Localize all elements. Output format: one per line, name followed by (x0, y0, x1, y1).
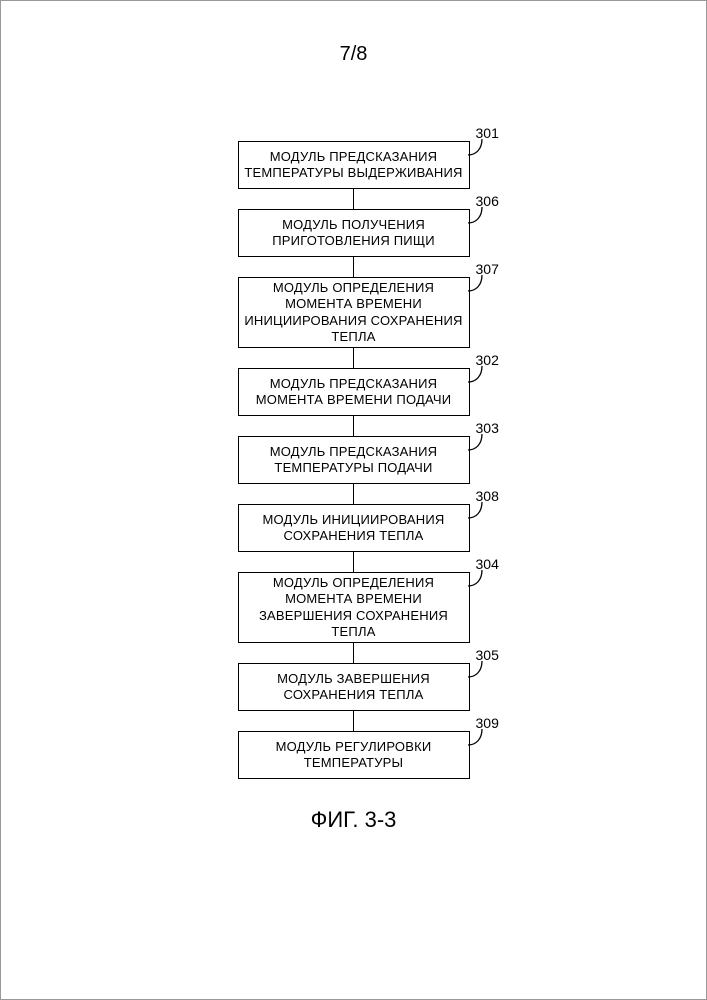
ref-label: 303 (476, 420, 499, 436)
flow-edge (353, 552, 355, 572)
ref-label: 308 (476, 488, 499, 504)
ref-label: 301 (476, 125, 499, 141)
flow-node-n302: МОДУЛЬ ПРЕДСКАЗАНИЯ МОМЕНТА ВРЕМЕНИ ПОДА… (238, 368, 470, 416)
flow-node-label: МОДУЛЬ ПРЕДСКАЗАНИЯ ТЕМПЕРАТУРЫ ВЫДЕРЖИВ… (243, 149, 465, 182)
flow-node-n301: МОДУЛЬ ПРЕДСКАЗАНИЯ ТЕМПЕРАТУРЫ ВЫДЕРЖИВ… (238, 141, 470, 189)
flow-node-n305: МОДУЛЬ ЗАВЕРШЕНИЯ СОХРАНЕНИЯ ТЕПЛА305 (238, 663, 470, 711)
ref-label: 305 (476, 647, 499, 663)
flow-node-box: МОДУЛЬ ЗАВЕРШЕНИЯ СОХРАНЕНИЯ ТЕПЛА (238, 663, 470, 711)
ref-label: 304 (476, 556, 499, 572)
flow-node-box: МОДУЛЬ ОПРЕДЕЛЕНИЯ МОМЕНТА ВРЕМЕНИ ЗАВЕР… (238, 572, 470, 643)
flow-node-label: МОДУЛЬ ОПРЕДЕЛЕНИЯ МОМЕНТА ВРЕМЕНИ ЗАВЕР… (243, 575, 465, 640)
flow-edge (353, 348, 355, 368)
flow-node-label: МОДУЛЬ ЗАВЕРШЕНИЯ СОХРАНЕНИЯ ТЕПЛА (243, 671, 465, 704)
flow-node-box: МОДУЛЬ ПОЛУЧЕНИЯ ПРИГОТОВЛЕНИЯ ПИЩИ (238, 209, 470, 257)
flow-edge (353, 484, 355, 504)
flow-node-n304: МОДУЛЬ ОПРЕДЕЛЕНИЯ МОМЕНТА ВРЕМЕНИ ЗАВЕР… (238, 572, 470, 643)
flow-node-box: МОДУЛЬ ИНИЦИИРОВАНИЯ СОХРАНЕНИЯ ТЕПЛА (238, 504, 470, 552)
flow-node-label: МОДУЛЬ ПРЕДСКАЗАНИЯ ТЕМПЕРАТУРЫ ПОДАЧИ (243, 444, 465, 477)
flow-node-box: МОДУЛЬ ПРЕДСКАЗАНИЯ ТЕМПЕРАТУРЫ ПОДАЧИ (238, 436, 470, 484)
flow-diagram: МОДУЛЬ ПРЕДСКАЗАНИЯ ТЕМПЕРАТУРЫ ВЫДЕРЖИВ… (1, 141, 706, 833)
flow-node-n303: МОДУЛЬ ПРЕДСКАЗАНИЯ ТЕМПЕРАТУРЫ ПОДАЧИ30… (238, 436, 470, 484)
flow-edge (353, 257, 355, 277)
flow-node-n309: МОДУЛЬ РЕГУЛИРОВКИ ТЕМПЕРАТУРЫ309 (238, 731, 470, 779)
flow-node-label: МОДУЛЬ ПРЕДСКАЗАНИЯ МОМЕНТА ВРЕМЕНИ ПОДА… (243, 376, 465, 409)
page-frame: 7/8 МОДУЛЬ ПРЕДСКАЗАНИЯ ТЕМПЕРАТУРЫ ВЫДЕ… (0, 0, 707, 1000)
flow-edge (353, 189, 355, 209)
flow-edge (353, 416, 355, 436)
flow-node-n308: МОДУЛЬ ИНИЦИИРОВАНИЯ СОХРАНЕНИЯ ТЕПЛА308 (238, 504, 470, 552)
flow-node-label: МОДУЛЬ РЕГУЛИРОВКИ ТЕМПЕРАТУРЫ (243, 739, 465, 772)
page-number: 7/8 (1, 43, 706, 66)
flow-edge (353, 711, 355, 731)
flow-node-n306: МОДУЛЬ ПОЛУЧЕНИЯ ПРИГОТОВЛЕНИЯ ПИЩИ306 (238, 209, 470, 257)
ref-label: 307 (476, 261, 499, 277)
figure-caption: ФИГ. 3-3 (311, 807, 397, 833)
flow-node-label: МОДУЛЬ ИНИЦИИРОВАНИЯ СОХРАНЕНИЯ ТЕПЛА (243, 512, 465, 545)
ref-label: 302 (476, 352, 499, 368)
flow-edge (353, 643, 355, 663)
flow-node-label: МОДУЛЬ ОПРЕДЕЛЕНИЯ МОМЕНТА ВРЕМЕНИ ИНИЦИ… (243, 280, 465, 345)
ref-label: 306 (476, 193, 499, 209)
flow-node-box: МОДУЛЬ ОПРЕДЕЛЕНИЯ МОМЕНТА ВРЕМЕНИ ИНИЦИ… (238, 277, 470, 348)
flow-node-box: МОДУЛЬ РЕГУЛИРОВКИ ТЕМПЕРАТУРЫ (238, 731, 470, 779)
flow-node-n307: МОДУЛЬ ОПРЕДЕЛЕНИЯ МОМЕНТА ВРЕМЕНИ ИНИЦИ… (238, 277, 470, 348)
ref-label: 309 (476, 715, 499, 731)
flow-node-label: МОДУЛЬ ПОЛУЧЕНИЯ ПРИГОТОВЛЕНИЯ ПИЩИ (243, 217, 465, 250)
flow-node-box: МОДУЛЬ ПРЕДСКАЗАНИЯ ТЕМПЕРАТУРЫ ВЫДЕРЖИВ… (238, 141, 470, 189)
flow-node-box: МОДУЛЬ ПРЕДСКАЗАНИЯ МОМЕНТА ВРЕМЕНИ ПОДА… (238, 368, 470, 416)
